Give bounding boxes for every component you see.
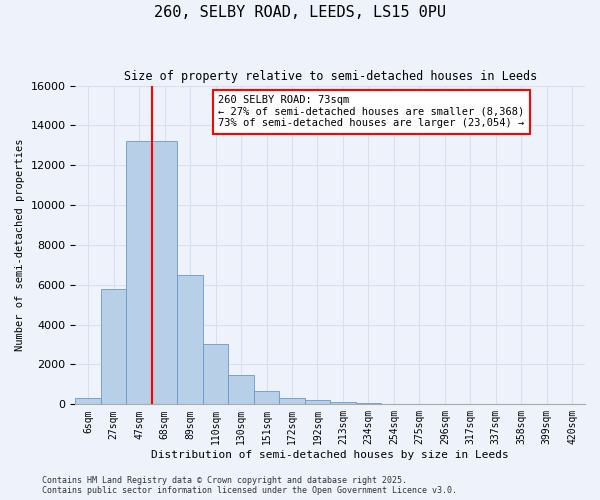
Text: 260, SELBY ROAD, LEEDS, LS15 0PU: 260, SELBY ROAD, LEEDS, LS15 0PU xyxy=(154,5,446,20)
Title: Size of property relative to semi-detached houses in Leeds: Size of property relative to semi-detach… xyxy=(124,70,537,83)
Bar xyxy=(152,142,178,404)
Text: 260 SELBY ROAD: 73sqm
← 27% of semi-detached houses are smaller (8,368)
73% of s: 260 SELBY ROAD: 73sqm ← 27% of semi-deta… xyxy=(218,95,524,128)
Bar xyxy=(203,344,228,404)
Text: Contains HM Land Registry data © Crown copyright and database right 2025.
Contai: Contains HM Land Registry data © Crown c… xyxy=(42,476,457,495)
Bar xyxy=(178,275,203,404)
Bar xyxy=(101,289,127,405)
Bar xyxy=(356,403,381,404)
Bar xyxy=(279,398,305,404)
Bar xyxy=(330,402,356,404)
Bar xyxy=(228,376,254,404)
Bar xyxy=(127,142,152,404)
Y-axis label: Number of semi-detached properties: Number of semi-detached properties xyxy=(15,138,25,351)
Bar xyxy=(76,398,101,404)
Bar xyxy=(305,400,330,404)
X-axis label: Distribution of semi-detached houses by size in Leeds: Distribution of semi-detached houses by … xyxy=(151,450,509,460)
Bar xyxy=(254,392,279,404)
